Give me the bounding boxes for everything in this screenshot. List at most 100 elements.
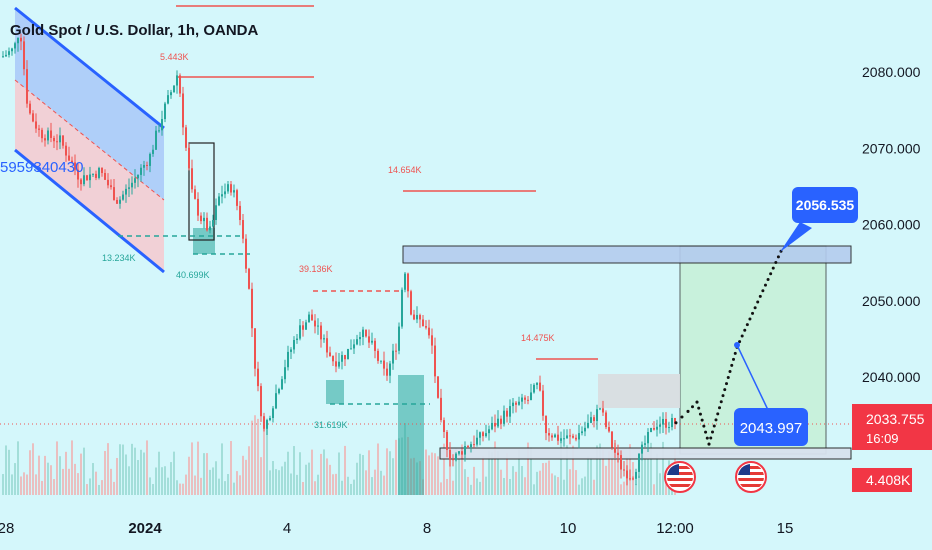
volume-bar	[317, 474, 319, 495]
channel-bottom-line	[14, 148, 165, 274]
volume-bar	[638, 475, 640, 495]
candle-body	[548, 433, 550, 436]
volume-bar	[254, 415, 256, 495]
volume-marker: 31.619K	[314, 420, 348, 430]
volume-bar	[5, 445, 7, 495]
last-price: 2033.755	[866, 411, 925, 427]
candle-body	[53, 137, 55, 142]
candle-body	[425, 326, 427, 328]
volume-bar	[110, 468, 112, 495]
volume-bar	[599, 443, 601, 495]
volume-bar	[602, 449, 604, 495]
volume-bar	[215, 461, 217, 495]
us-flag-icon[interactable]	[735, 461, 767, 493]
volume-bar	[203, 453, 205, 495]
volume-bar	[359, 453, 361, 495]
volume-bar	[581, 478, 583, 495]
volume-bar	[332, 474, 334, 495]
candle-body	[254, 328, 256, 369]
candle-body	[155, 130, 157, 150]
support-zone	[439, 447, 852, 460]
candle-body	[215, 205, 217, 220]
candle-body	[386, 368, 388, 376]
candle-body	[431, 335, 433, 346]
candle-body	[281, 379, 283, 390]
candle-body	[125, 188, 127, 195]
candle-body	[92, 173, 94, 175]
volume-bar	[515, 471, 517, 495]
time-axis[interactable]: 28 2024 4 8 10 12:00 15	[0, 520, 793, 537]
projection-dot	[700, 418, 704, 422]
us-flag-icon[interactable]	[664, 461, 696, 493]
candle-body	[179, 75, 181, 94]
volume-bar	[473, 466, 475, 495]
candle-body	[512, 402, 514, 407]
volume-bar	[365, 470, 367, 495]
projection-dot	[732, 357, 735, 361]
volume-bar	[155, 467, 157, 495]
candle-body	[674, 417, 676, 424]
candle-body	[380, 360, 382, 362]
candle-body	[17, 37, 19, 44]
volume-bar	[185, 474, 187, 495]
candle-body	[209, 226, 211, 231]
volume-bar	[533, 484, 535, 495]
target-low-box[interactable]	[734, 408, 808, 446]
projection-dot	[691, 405, 694, 409]
candle-body	[212, 219, 214, 227]
candle-body	[428, 327, 430, 336]
volume-bar	[464, 469, 466, 495]
candle-body	[335, 361, 337, 367]
volume-bar	[248, 446, 250, 495]
candle-body	[251, 288, 253, 329]
volume-bar	[164, 466, 166, 495]
candle-body	[176, 75, 178, 86]
candle-body	[536, 382, 538, 385]
volume-bar	[542, 463, 544, 495]
target-high-box[interactable]	[792, 187, 858, 223]
candle-body	[638, 453, 640, 472]
volume-bar	[272, 461, 274, 495]
volume-bar	[452, 480, 454, 495]
candle-body	[587, 422, 589, 428]
projection-dot	[758, 294, 762, 298]
volume-bar	[605, 465, 607, 495]
candle-body	[290, 349, 292, 352]
volume-bar	[446, 478, 448, 495]
chart-title: Gold Spot / U.S. Dollar, 1h, OANDA	[10, 22, 259, 39]
volume-bar	[386, 448, 388, 495]
candle-body	[170, 92, 172, 96]
price-axis[interactable]: 2080.000 2070.000 2060.000 2050.000 2040.000	[862, 64, 921, 385]
candle-body	[377, 350, 379, 361]
projection-dot	[743, 328, 747, 332]
volume-bar	[281, 466, 283, 495]
volume-bar	[449, 448, 451, 495]
candle-body	[44, 138, 46, 141]
candle-body	[302, 325, 304, 330]
candle-body	[104, 173, 106, 180]
projection-dot	[733, 351, 737, 355]
candle-body	[257, 368, 259, 387]
projection-dot	[725, 382, 728, 386]
candle-body	[398, 326, 400, 351]
candle-body	[473, 444, 475, 446]
candle-body	[467, 446, 469, 448]
candle-body	[14, 43, 16, 49]
volume-bar	[131, 443, 133, 495]
volume-bar	[503, 477, 505, 495]
volume-bar	[491, 452, 493, 495]
volume-bar	[68, 468, 70, 495]
volume-bar	[479, 481, 481, 495]
candle-body	[8, 51, 10, 55]
candle-body	[260, 386, 262, 417]
projection-dot	[774, 260, 778, 264]
volume-bar	[245, 459, 247, 495]
volume-bar	[374, 469, 376, 495]
candle-body	[461, 451, 463, 455]
candle-body	[188, 147, 190, 169]
descending-channel	[14, 6, 165, 274]
candle-body	[29, 103, 31, 114]
volume-bar	[86, 484, 88, 495]
